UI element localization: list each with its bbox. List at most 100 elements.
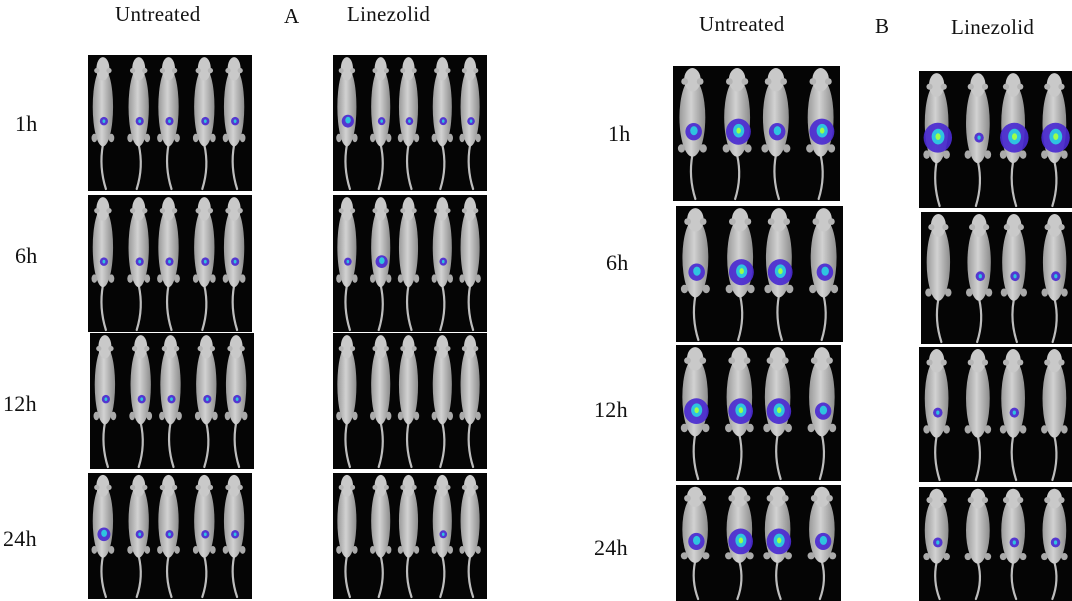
mouse xyxy=(999,73,1029,208)
mouse xyxy=(159,335,182,469)
mouse-image xyxy=(677,68,836,201)
mouse xyxy=(1041,73,1070,208)
mouse-image xyxy=(336,474,481,599)
bioluminescence-signal xyxy=(1041,122,1070,153)
mouse xyxy=(964,73,992,208)
mouse xyxy=(923,73,953,208)
bioluminescence-signal xyxy=(101,394,110,404)
bioluminescence-signal xyxy=(165,257,174,266)
mouse xyxy=(1041,349,1068,482)
bioluminescence-signal xyxy=(766,528,792,555)
bioluminescence-signal xyxy=(1051,271,1061,282)
bioluminescence-signal xyxy=(688,263,705,281)
panel-a-row-label-24h: 24h xyxy=(3,526,37,551)
bioluminescence-signal xyxy=(135,116,144,126)
mouse xyxy=(999,488,1027,601)
mouse xyxy=(370,57,392,191)
mouse xyxy=(194,335,218,469)
bioluminescence-signal xyxy=(1000,122,1029,153)
mouse xyxy=(764,208,794,342)
mouse xyxy=(336,57,358,191)
panel-a-linezolid-6h-image xyxy=(333,195,487,332)
mouse xyxy=(370,335,392,469)
bioluminescence-signal xyxy=(201,116,210,126)
bioluminescence-signal xyxy=(439,530,448,539)
panel-a-untreated-24h-image xyxy=(88,473,252,599)
panel-a-untreated-6h-image xyxy=(88,195,252,332)
mouse xyxy=(91,197,115,332)
bioluminescence-signal xyxy=(1009,407,1020,418)
mouse xyxy=(192,197,216,332)
mouse xyxy=(1041,488,1068,601)
bioluminescence-signal xyxy=(405,117,414,126)
mouse-image xyxy=(923,73,1070,208)
panel-b-untreated-header: Untreated xyxy=(699,12,785,36)
mouse xyxy=(722,68,752,201)
panel-b-untreated-1h-image xyxy=(673,66,840,201)
panel-b-linezolid-header: Linezolid xyxy=(951,15,1035,39)
mouse xyxy=(431,197,453,332)
mouse xyxy=(192,57,216,191)
mouse xyxy=(725,208,755,342)
bioluminescence-signal xyxy=(135,257,144,266)
mouse xyxy=(127,57,151,191)
mouse xyxy=(127,474,151,599)
mouse xyxy=(459,197,481,332)
mouse xyxy=(725,486,754,601)
mouse-image xyxy=(91,474,246,599)
panel-a-letter: A xyxy=(284,4,300,28)
mouse xyxy=(806,68,836,201)
mouse-image xyxy=(93,335,248,469)
bioluminescence-signal xyxy=(728,259,754,286)
bioluminescence-signal xyxy=(97,527,111,542)
panel-a-untreated-12h-image xyxy=(90,333,254,469)
bioluminescence-signal xyxy=(375,255,388,269)
bioluminescence-signal xyxy=(201,257,210,266)
mouse xyxy=(336,197,358,332)
bioluminescence-signal xyxy=(233,394,242,404)
bioluminescence-signal xyxy=(99,116,108,126)
mouse xyxy=(763,347,792,481)
mouse xyxy=(192,474,216,599)
panel-a-row-label-1h: 1h xyxy=(15,111,38,136)
bioluminescence-signal xyxy=(231,530,240,539)
bioluminescence-signal xyxy=(767,259,793,286)
mouse xyxy=(807,347,837,481)
mouse xyxy=(966,214,993,344)
panel-a-linezolid-24h-image xyxy=(333,473,487,599)
bioluminescence-signal xyxy=(688,532,705,551)
bioluminescence-signal xyxy=(725,118,751,145)
bioluminescence-signal xyxy=(728,398,753,425)
bioluminescence-signal xyxy=(344,257,352,266)
mouse xyxy=(222,474,246,599)
mouse xyxy=(680,486,710,601)
panel-a-row-label-6h: 6h xyxy=(15,243,38,268)
mouse-image xyxy=(923,349,1068,482)
mouse xyxy=(431,474,453,599)
panel-a-untreated-1h-image xyxy=(88,55,252,191)
panel-b-untreated-6h-image xyxy=(676,206,843,342)
panel-b-untreated-12h-image xyxy=(676,345,841,481)
mouse xyxy=(157,197,180,332)
mouse xyxy=(763,486,792,601)
panel-a-row-label-12h: 12h xyxy=(3,391,37,416)
bioluminescence-signal xyxy=(814,532,832,551)
bioluminescence-signal xyxy=(165,530,174,539)
mouse xyxy=(222,57,246,191)
mouse xyxy=(397,57,420,191)
mouse xyxy=(431,335,453,469)
mouse xyxy=(224,335,248,469)
mouse xyxy=(127,197,151,332)
mouse xyxy=(761,68,791,201)
mouse xyxy=(1000,214,1027,344)
bioluminescence-signal xyxy=(231,257,240,266)
mouse xyxy=(680,208,710,342)
mouse xyxy=(397,335,420,469)
bioluminescence-signal xyxy=(728,528,753,555)
panel-a-linezolid-12h-image xyxy=(333,333,487,469)
bioluminescence-signal xyxy=(974,132,984,143)
bioluminescence-signal xyxy=(99,257,108,266)
mouse xyxy=(809,208,839,342)
mouse xyxy=(677,68,707,201)
bioluminescence-signal xyxy=(1010,271,1020,282)
